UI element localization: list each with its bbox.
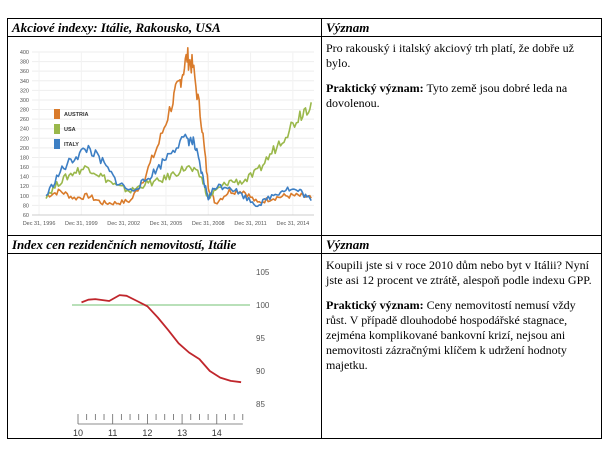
legend-label: USA [64,127,76,133]
meaning-text-1: Pro rakouský i italský akciový trh platí… [322,37,601,235]
series-line-property [81,294,242,384]
legend-swatch [54,139,60,149]
y-tick-label: 200 [20,146,29,152]
meaning-header: Význam [326,20,370,35]
y-tick-label: 105 [256,268,270,277]
y-tick-label: 180 [20,155,29,161]
y-tick-label: 400 [20,50,29,56]
x-tick-label: Dec 31, 1996 [23,221,56,227]
practical-label-2: Praktický význam: [326,298,424,312]
y-tick-label: 60 [23,213,29,219]
x-tick-label: 11 [108,428,117,438]
property-index-chart: 1051009590851011121314Zdroj: Global Prop… [72,268,270,451]
x-tick-label: Dec 31, 2008 [192,221,225,227]
x-tick-label: 14 [212,428,222,438]
x-tick-label: 13 [177,428,187,438]
x-tick-label: Dec 31, 2011 [234,221,266,227]
practical-note-2: Praktický význam: Ceny nemovitostí nemus… [326,298,597,373]
practical-note: Praktický význam: Tyto země jsou dobré l… [326,81,597,111]
series-line-usa [45,102,312,200]
y-tick-label: 320 [20,88,29,94]
y-tick-label: 85 [256,400,265,409]
row-divider [8,253,601,254]
y-tick-label: 90 [256,367,265,376]
y-tick-label: 95 [256,334,265,343]
x-tick-label: Dec 31, 1999 [65,221,98,227]
x-tick-label: Dec 31, 2002 [107,221,140,227]
row-divider [8,235,601,236]
y-tick-label: 280 [20,108,29,114]
y-tick-label: 160 [20,165,29,171]
y-tick-label: 100 [20,194,29,200]
stock-index-chart-cell: 400 380 360 340 320 300 280 260 240 220 200 180 160 1… [8,37,321,235]
meaning-text-2: Koupili jste si v roce 2010 dům nebo byt… [322,254,601,438]
y-tick-label: 120 [20,184,29,190]
legend-label: ITALY [64,142,79,148]
y-tick-label: 100 [256,301,270,310]
legend-label: AUSTRIA [64,112,88,118]
x-tick-label: 10 [73,428,83,438]
stock-index-header: Akciové indexy: Itálie, Rakousko, USA [12,20,221,35]
meaning-header-2: Význam [326,237,370,252]
y-tick-label: 300 [20,98,29,104]
x-tick-label: 12 [142,428,152,438]
series-line-italy [45,133,312,208]
y-tick-label: 240 [20,127,29,133]
y-tick-label: 80 [23,203,29,209]
practical-text: Tyto země jsou dobré leda na dovolenou. [326,81,568,110]
stock-index-chart: 400 380 360 340 320 300 280 260 240 220 200 180 160 1… [20,47,314,227]
x-tick-label: Dec 31, 2005 [150,221,183,227]
practical-label: Praktický význam: [326,81,424,95]
legend-swatch [54,124,60,134]
y-tick-label: 380 [20,60,29,66]
property-note: Koupili jste si v roce 2010 dům nebo byt… [326,258,592,287]
y-tick-label: 140 [20,175,29,181]
row-divider [8,36,601,37]
y-tick-label: 340 [20,79,29,85]
x-tick-label: Dec 31, 2014 [276,221,309,227]
column-divider [321,19,322,438]
stock-note: Pro rakouský i italský akciový trh platí… [326,41,574,70]
y-tick-label: 260 [20,117,29,123]
content-table: Akciové indexy: Itálie, Rakousko, USA Vý… [7,18,602,451]
property-chart-cell: 1051009590851011121314Zdroj: Global Prop… [8,254,321,451]
practical-text-2: Ceny nemovitostí nemusí vždy růst. V pří… [326,298,576,372]
property-index-header: Index cen rezidenčních nemovitostí, Itál… [12,237,237,252]
y-tick-label: 360 [20,69,29,75]
y-tick-label: 220 [20,136,29,142]
legend-swatch [54,109,60,119]
